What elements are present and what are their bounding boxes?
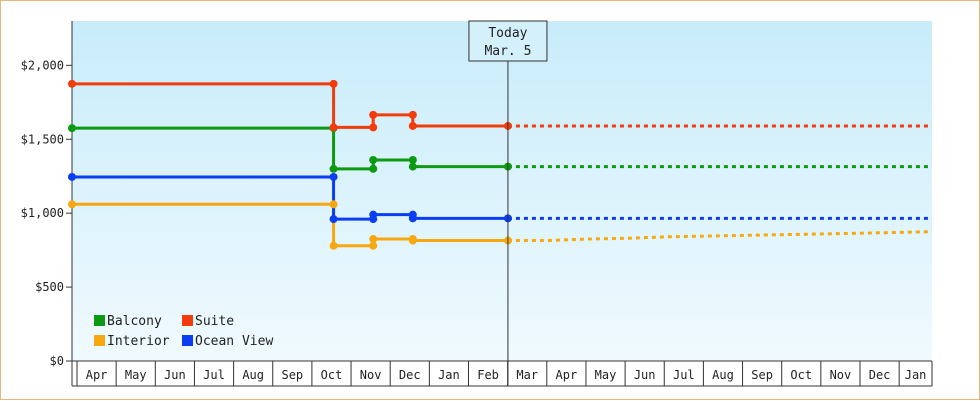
data-point-balcony: [408, 162, 417, 171]
x-tick-label: Aug: [712, 368, 734, 382]
data-point-suite: [408, 110, 417, 119]
x-tick-label: Aug: [242, 368, 264, 382]
legend: Balcony Suite Interior Ocean View: [94, 314, 273, 349]
data-point-interior: [329, 200, 338, 209]
data-point-suite: [369, 123, 378, 132]
x-tick-label: Jul: [673, 368, 695, 382]
y-tick-label: $2,000: [21, 58, 64, 72]
x-tick-label: Apr: [556, 368, 578, 382]
data-point-ocean-view: [329, 172, 338, 181]
data-point-suite: [408, 121, 417, 130]
today-marker: Today Mar. 5: [468, 20, 548, 386]
x-axis: Apr May Jun Jul Aug Sep Oct Nov Dec Jan Feb Mar Apr M…: [72, 360, 933, 387]
today-date: Mar. 5: [484, 44, 531, 59]
legend-swatch-ocean-view: [182, 335, 193, 346]
legend-label-balcony: Balcony: [107, 314, 162, 329]
today-box: [468, 20, 548, 62]
data-markers: [68, 79, 512, 250]
y-axis: $0 $500 $1,000 $1,500 $2,000: [21, 21, 73, 386]
x-tick-label: Jun: [164, 368, 186, 382]
y-tick-label: $500: [35, 280, 64, 294]
x-tick-label: May: [125, 368, 147, 382]
data-point-balcony: [408, 155, 417, 164]
x-tick-label: Sep: [281, 368, 303, 382]
x-tick-label: Dec: [869, 368, 891, 382]
data-point-interior: [369, 241, 378, 250]
x-tick-label: Sep: [751, 368, 773, 382]
y-tick-label: $1,500: [21, 132, 64, 146]
x-tick-label: Nov: [360, 368, 382, 382]
data-point-ocean-view: [369, 210, 378, 219]
x-tick-label: May: [595, 368, 617, 382]
legend-swatch-interior: [94, 335, 105, 346]
data-point-ocean-view: [68, 172, 76, 181]
x-tick-label: Jun: [634, 368, 656, 382]
x-tick-label: Dec: [399, 368, 421, 382]
y-tick-label: $1,000: [21, 206, 64, 220]
x-tick-label: Feb: [477, 368, 499, 382]
forecast-line-interior: [507, 230, 933, 243]
x-tick-label: Oct: [321, 368, 343, 382]
data-point-ocean-view: [408, 214, 417, 223]
plot-background: [72, 21, 932, 361]
data-point-suite: [329, 79, 338, 88]
data-point-balcony: [68, 124, 76, 133]
data-point-ocean-view: [329, 215, 338, 224]
x-tick-label: Mar: [516, 368, 538, 382]
data-point-balcony: [369, 164, 378, 173]
x-tick-label: Nov: [830, 368, 852, 382]
legend-swatch-suite: [182, 315, 193, 326]
x-tick-label: Apr: [86, 368, 108, 382]
legend-swatch-balcony: [94, 315, 105, 326]
legend-label-ocean-view: Ocean View: [195, 334, 273, 349]
data-point-suite: [68, 79, 76, 88]
x-tick-label: Jan: [905, 368, 927, 382]
y-tick-label: $0: [50, 354, 64, 368]
data-point-balcony: [329, 164, 338, 173]
data-point-interior: [68, 200, 76, 209]
legend-label-interior: Interior: [107, 334, 170, 349]
data-point-interior: [369, 235, 378, 244]
legend-label-suite: Suite: [195, 314, 234, 329]
today-label: Today: [488, 26, 527, 41]
data-point-interior: [408, 236, 417, 245]
data-point-suite: [369, 110, 378, 119]
data-point-interior: [329, 241, 338, 250]
x-tick-label: Jul: [203, 368, 225, 382]
data-point-balcony: [369, 155, 378, 164]
x-tick-label: Oct: [790, 368, 812, 382]
x-tick-label: Jan: [438, 368, 460, 382]
data-point-suite: [329, 123, 338, 132]
